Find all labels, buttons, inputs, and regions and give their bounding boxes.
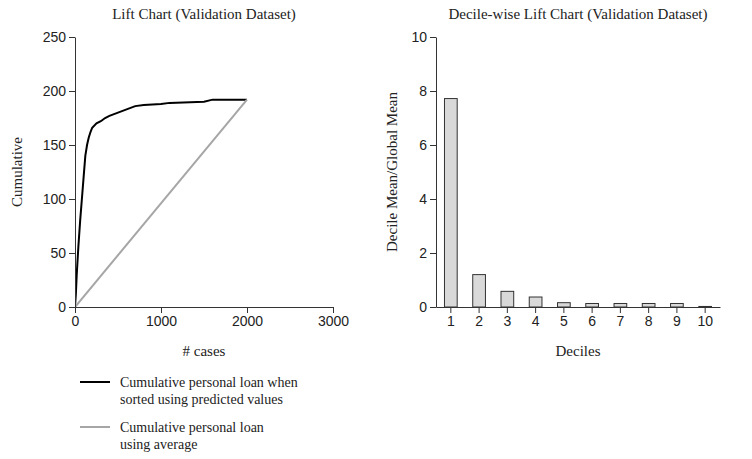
tick: 0 <box>58 299 75 315</box>
tick-mark <box>430 91 436 92</box>
tick-label: 9 <box>673 313 681 329</box>
data-line <box>75 100 247 307</box>
bar <box>671 303 684 307</box>
tick-label: 200 <box>43 83 67 99</box>
y-axis-title: Decile Mean/Global Mean <box>384 92 400 252</box>
tick: 4 <box>419 191 436 207</box>
bar <box>444 99 457 307</box>
tick-label: 250 <box>43 29 67 45</box>
tick-label: 50 <box>50 245 66 261</box>
legend-swatch <box>80 426 110 428</box>
tick-label: 10 <box>697 313 713 329</box>
y-axis: 0 2 4 6 8 10 <box>411 29 436 315</box>
tick-label: 6 <box>419 137 427 153</box>
tick-label: 1000 <box>146 313 177 329</box>
bar <box>558 303 571 307</box>
tick: 2 <box>419 245 436 261</box>
chart-canvas: 0100020003000050100150200250Lift Chart (… <box>0 0 752 459</box>
tick: 6 <box>588 307 596 329</box>
legend-swatch <box>80 381 110 383</box>
tick: 4 <box>532 307 540 329</box>
x-axis: 1 2 3 4 5 6 7 8 9 10 <box>437 307 721 329</box>
x-axis-title: # cases <box>183 343 226 359</box>
tick-label: 100 <box>43 191 67 207</box>
tick: 9 <box>673 307 681 329</box>
data-line <box>75 100 247 307</box>
tick-label: 6 <box>588 313 596 329</box>
tick: 100 <box>43 191 75 207</box>
plot-area <box>75 100 247 307</box>
bar <box>529 297 542 307</box>
y-axis: 0 50 100 150 200 250 <box>43 29 76 315</box>
tick: 10 <box>411 29 436 45</box>
bar <box>501 291 514 307</box>
tick-label: 8 <box>645 313 653 329</box>
tick-mark <box>430 199 436 200</box>
tick-mark <box>69 145 75 146</box>
tick: 2 <box>475 307 483 329</box>
tick: 8 <box>419 83 436 99</box>
chart-title: Lift Chart (Validation Dataset) <box>112 6 296 23</box>
tick-mark <box>69 253 75 254</box>
tick: 3000 <box>318 307 349 329</box>
tick-label: 0 <box>72 313 80 329</box>
tick: 8 <box>645 307 653 329</box>
legend: Cumulative personal loan whensorted usin… <box>80 375 298 452</box>
tick-label: 10 <box>411 29 427 45</box>
tick-label: 4 <box>532 313 540 329</box>
tick-label: 150 <box>43 137 67 153</box>
tick-mark <box>430 37 436 38</box>
tick: 2000 <box>232 307 263 329</box>
tick-label: 3 <box>503 313 511 329</box>
tick-label: 0 <box>58 299 66 315</box>
tick: 150 <box>43 137 75 153</box>
tick: 50 <box>50 245 75 261</box>
tick-mark <box>69 91 75 92</box>
tick-label: 2 <box>419 245 427 261</box>
x-axis-title: Deciles <box>556 343 601 359</box>
tick: 250 <box>43 29 75 45</box>
bar <box>473 275 486 307</box>
tick: 200 <box>43 83 75 99</box>
tick-label: 7 <box>616 313 624 329</box>
axis-line <box>436 38 437 308</box>
tick: 3 <box>503 307 511 329</box>
bar <box>642 303 655 307</box>
tick: 0 <box>72 307 80 329</box>
tick-label: 3000 <box>318 313 349 329</box>
tick-label: 8 <box>419 83 427 99</box>
bar <box>586 303 599 307</box>
axis-line <box>75 38 76 308</box>
tick-mark <box>430 253 436 254</box>
tick-label: 1 <box>447 313 455 329</box>
legend-label: Cumulative personal loan whensorted usin… <box>120 375 298 407</box>
tick: 5 <box>560 307 568 329</box>
tick: 7 <box>616 307 624 329</box>
x-axis: 0 1000 2000 3000 <box>72 307 350 329</box>
tick-mark <box>69 199 75 200</box>
tick-mark <box>69 307 75 308</box>
tick-mark <box>69 37 75 38</box>
plot-area <box>444 99 711 307</box>
tick: 0 <box>419 299 436 315</box>
tick: 1 <box>447 307 455 329</box>
tick-label: 0 <box>419 299 427 315</box>
y-axis-title: Cumulative <box>9 137 25 207</box>
tick-mark <box>430 307 436 308</box>
tick-label: 4 <box>419 191 427 207</box>
tick-label: 2000 <box>232 313 263 329</box>
tick: 1000 <box>146 307 177 329</box>
tick: 6 <box>419 137 436 153</box>
legend-label: Cumulative personal loanusing average <box>120 420 264 452</box>
tick-label: 5 <box>560 313 568 329</box>
chart-title: Decile-wise Lift Chart (Validation Datas… <box>448 6 707 23</box>
tick-mark <box>430 145 436 146</box>
axis-line <box>76 307 334 308</box>
bar <box>614 303 627 307</box>
tick-label: 2 <box>475 313 483 329</box>
tick: 10 <box>697 307 713 329</box>
